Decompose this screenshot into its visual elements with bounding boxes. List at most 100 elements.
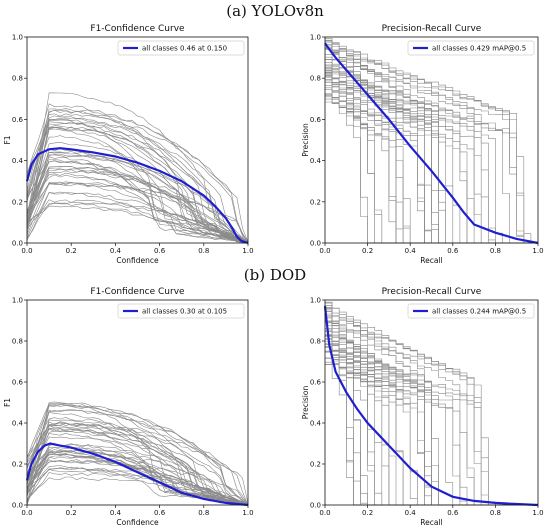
x-tick-label: 0.4 (405, 509, 417, 517)
y-tick-label: 0.4 (310, 420, 322, 428)
class-curve (26, 201, 249, 243)
y-tick-label: 0.0 (310, 240, 321, 248)
plot-frame (324, 36, 539, 244)
x-tick-label: 0.8 (198, 247, 209, 255)
x-tick-label: 0.6 (447, 247, 459, 255)
y-tick-label: 0.0 (12, 502, 23, 510)
class-curve (26, 436, 249, 505)
class-curve (26, 121, 249, 244)
x-tick-label: 0.2 (66, 509, 77, 517)
plot-frame (324, 299, 539, 506)
class-curve (325, 346, 538, 506)
class-curve (26, 191, 249, 243)
class-curve (26, 409, 249, 506)
class-curve (26, 419, 249, 504)
class-curve (26, 427, 249, 504)
x-tick-label: 1.0 (532, 247, 543, 255)
class-curve (26, 401, 249, 506)
class-curve (325, 41, 538, 244)
x-tick-label: 0.0 (319, 509, 330, 517)
class-curve (26, 170, 249, 244)
chart-panel: Precision-Recall Curve 0.0 0.2 0.4 0.6 0.8 1.0… (301, 24, 544, 265)
legend-box (407, 40, 535, 56)
class-curve (26, 450, 249, 505)
class-curves (26, 92, 249, 244)
y-tick-label: 0.2 (12, 198, 23, 206)
x-axis-label: Recall (420, 518, 442, 527)
x-tick-label: 0.8 (198, 509, 209, 517)
x-axis-label: Recall (420, 256, 442, 265)
x-tick-label: 0.0 (319, 247, 330, 255)
x-tick-label: 0.6 (447, 509, 459, 517)
y-tick-label: 0.4 (12, 157, 24, 165)
class-curve (26, 115, 249, 243)
x-tick-label: 0.2 (362, 509, 373, 517)
y-tick-label: 0.8 (12, 338, 23, 346)
series-line (323, 305, 539, 507)
class-curve (26, 421, 249, 506)
class-curve (26, 428, 249, 505)
x-tick-label: 0.0 (21, 509, 32, 517)
x-axis-label: Confidence (116, 518, 159, 527)
series-line (324, 42, 539, 245)
class-curve (26, 117, 249, 244)
section-title-b: (b) DOD (243, 266, 307, 284)
y-tick-label: 0.4 (310, 157, 322, 165)
class-curve (26, 152, 249, 244)
chart-title: Precision-Recall Curve (382, 287, 482, 297)
x-tick-label: 1.0 (532, 509, 543, 517)
y-tick-label: 0.8 (310, 75, 321, 83)
x-tick-label: 0.2 (66, 247, 77, 255)
x-tick-label: 0.0 (21, 247, 32, 255)
class-curve (26, 166, 249, 243)
legend-box (407, 303, 535, 319)
chart-panel: F1-Confidence Curve 0.0 0.2 0.4 0.6 0.8 1.0 0.0… (3, 24, 254, 265)
y-tick-label: 1.0 (12, 34, 23, 42)
class-curve (26, 109, 249, 243)
class-curve (26, 125, 249, 243)
class-curve (26, 118, 249, 244)
y-tick-label: 1.0 (12, 297, 23, 305)
series-line (25, 442, 249, 507)
y-axis-label: Precision (301, 386, 310, 420)
chart-panel: Precision-Recall Curve 0.0 0.2 0.4 0.6 0.8 1.0… (301, 287, 544, 527)
y-tick-label: 0.6 (310, 379, 322, 387)
legend-label: all classes 0.46 at 0.150 (142, 45, 227, 53)
y-axis-label: Precision (301, 123, 310, 157)
series-line (25, 147, 249, 245)
class-curve (325, 38, 538, 244)
class-curve (26, 126, 249, 244)
x-axis-label: Confidence (116, 256, 159, 265)
class-curve (26, 167, 249, 244)
x-tick-label: 0.4 (110, 509, 122, 517)
y-tick-label: 0.8 (12, 75, 23, 83)
x-tick-label: 0.8 (490, 509, 501, 517)
class-curve (26, 113, 249, 243)
class-curve (26, 108, 249, 243)
class-curve (26, 121, 249, 244)
x-tick-label: 0.6 (154, 509, 166, 517)
chart-title: F1-Confidence Curve (90, 24, 185, 34)
legend-label: all classes 0.30 at 0.105 (142, 308, 227, 316)
y-tick-label: 1.0 (310, 297, 321, 305)
plot-frame (26, 299, 249, 506)
plot-frame (26, 36, 249, 244)
class-curve (26, 449, 249, 506)
x-tick-label: 0.4 (110, 247, 122, 255)
y-tick-label: 1.0 (310, 34, 321, 42)
class-curves (325, 301, 538, 506)
x-tick-label: 1.0 (242, 509, 253, 517)
chart-title: Precision-Recall Curve (382, 24, 482, 34)
x-tick-label: 0.4 (405, 247, 417, 255)
y-tick-label: 0.2 (310, 198, 321, 206)
legend-label: all classes 0.244 mAP@0.5 (432, 308, 526, 316)
legend-label: all classes 0.429 mAP@0.5 (432, 45, 526, 53)
chart-panel: F1-Confidence Curve 0.0 0.2 0.4 0.6 0.8 1.0 0.0… (3, 287, 254, 527)
class-curves (325, 38, 538, 244)
class-curve (26, 453, 249, 505)
y-tick-label: 0.4 (12, 420, 24, 428)
y-tick-label: 0.8 (310, 338, 321, 346)
y-axis-label: F1 (3, 398, 12, 407)
y-tick-label: 0.0 (12, 240, 23, 248)
